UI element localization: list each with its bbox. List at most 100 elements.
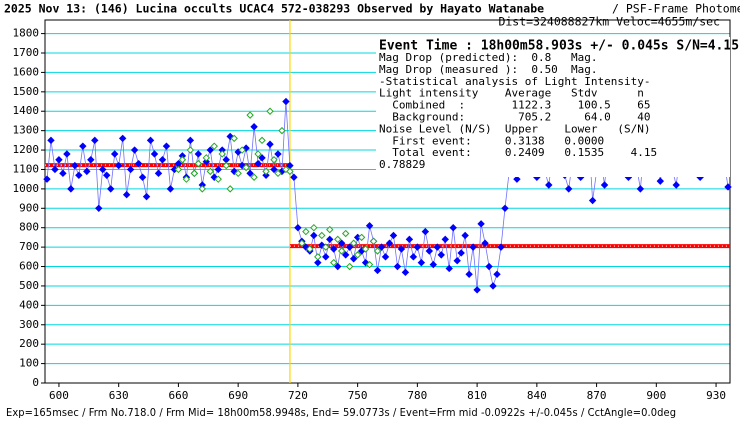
data-point xyxy=(222,161,230,170)
y-tick-label: 1700 xyxy=(13,46,40,59)
data-point xyxy=(357,233,366,242)
data-point xyxy=(334,262,342,271)
data-point xyxy=(110,150,119,158)
y-tick-label: 200 xyxy=(19,337,39,350)
y-tick-label: 500 xyxy=(19,279,39,292)
x-tick-label: 840 xyxy=(527,389,547,402)
data-point xyxy=(373,266,382,275)
data-point xyxy=(246,111,254,119)
plot-border xyxy=(44,19,731,384)
y-tick-label: 1200 xyxy=(13,143,40,156)
x-tick-label: 690 xyxy=(228,389,248,402)
data-point xyxy=(206,167,214,176)
data-point xyxy=(294,223,302,232)
data-point xyxy=(445,264,453,273)
data-point xyxy=(310,223,318,232)
data-point xyxy=(485,262,493,271)
data-point xyxy=(214,175,222,183)
data-point xyxy=(724,183,732,191)
data-point xyxy=(242,144,250,152)
data-point xyxy=(588,196,597,205)
data-point xyxy=(91,136,99,145)
data-point xyxy=(154,169,163,178)
data-point xyxy=(545,181,553,189)
data-point xyxy=(425,247,434,255)
data-point xyxy=(377,243,386,251)
x-tick-label: 780 xyxy=(407,389,427,402)
data-point xyxy=(513,175,521,183)
data-point xyxy=(162,142,171,150)
data-point xyxy=(150,150,159,158)
y-tick-label: 1300 xyxy=(13,124,40,137)
data-point xyxy=(59,169,67,178)
data-point xyxy=(230,167,238,176)
y-tick-label: 1400 xyxy=(13,104,40,117)
stats-line: Background: 705.2 64.0 40 xyxy=(379,111,651,124)
data-point xyxy=(99,165,107,174)
data-point xyxy=(266,140,274,148)
y-tick-label: 100 xyxy=(19,357,39,370)
data-point xyxy=(118,134,127,143)
data-point xyxy=(226,185,234,193)
stats-box xyxy=(376,37,730,177)
data-point xyxy=(672,181,680,189)
data-point xyxy=(361,245,370,253)
data-point xyxy=(381,253,390,261)
data-point xyxy=(437,251,445,259)
data-point xyxy=(302,243,310,251)
data-point xyxy=(246,169,254,178)
data-point xyxy=(353,251,362,259)
data-point xyxy=(158,156,167,164)
data-point xyxy=(401,268,410,277)
data-point xyxy=(250,123,258,131)
x-tick-label: 660 xyxy=(168,389,188,402)
data-point xyxy=(67,185,75,193)
data-point xyxy=(314,253,322,261)
data-point xyxy=(274,169,282,178)
data-point xyxy=(174,165,183,174)
y-tick-label: 1600 xyxy=(13,65,40,78)
data-point xyxy=(214,165,222,174)
data-point xyxy=(270,156,278,164)
stats-line: Total event: 0.2409 0.1535 4.15 xyxy=(379,146,657,159)
x-tick-label: 600 xyxy=(49,389,69,402)
data-point xyxy=(310,231,318,240)
stats-line: 0.78829 xyxy=(379,158,425,171)
y-tick-label: 700 xyxy=(19,240,39,253)
data-point xyxy=(481,239,489,247)
y-tick-label: 800 xyxy=(19,221,39,234)
stats-line: -Statistical analysis of Light Intensity… xyxy=(379,75,651,88)
y-tick-label: 1000 xyxy=(13,182,40,195)
chart-title: 2025 Nov 13: (146) Lucina occults UCAC4 … xyxy=(4,2,544,16)
data-point xyxy=(302,227,310,236)
data-point xyxy=(413,243,422,251)
x-tick-label: 630 xyxy=(109,389,129,402)
data-point xyxy=(278,126,286,135)
x-tick-label: 900 xyxy=(646,389,666,402)
data-point xyxy=(326,225,334,234)
y-tick-label: 1100 xyxy=(13,162,40,175)
data-point xyxy=(501,204,509,213)
data-point xyxy=(87,156,95,164)
stats: Mag Drop (predicted): 0.8 Mag.Mag Drop (… xyxy=(379,51,657,171)
data-point xyxy=(397,245,406,253)
data-point xyxy=(146,136,155,145)
data-point xyxy=(194,150,203,158)
data-point xyxy=(345,243,354,251)
data-point xyxy=(262,171,270,180)
data-point xyxy=(457,249,465,257)
data-point xyxy=(361,258,370,267)
stats-line: First event: 0.3138 0.0000 xyxy=(379,134,604,147)
data-point xyxy=(206,146,214,154)
x-tick-label: 930 xyxy=(706,389,726,402)
stats-line: Mag Drop (measured ): 0.50 Mag. xyxy=(379,63,598,76)
y-tick-label: 0 xyxy=(32,376,39,389)
data-point xyxy=(341,229,350,238)
data-point xyxy=(349,255,358,263)
stats-line: Noise Level (N/S) Upper Lower (S/N) xyxy=(379,122,651,135)
data-point xyxy=(409,253,418,261)
data-point xyxy=(330,245,338,253)
data-point xyxy=(373,247,382,255)
data-point xyxy=(306,245,314,253)
y-tick-label: 900 xyxy=(19,201,39,214)
